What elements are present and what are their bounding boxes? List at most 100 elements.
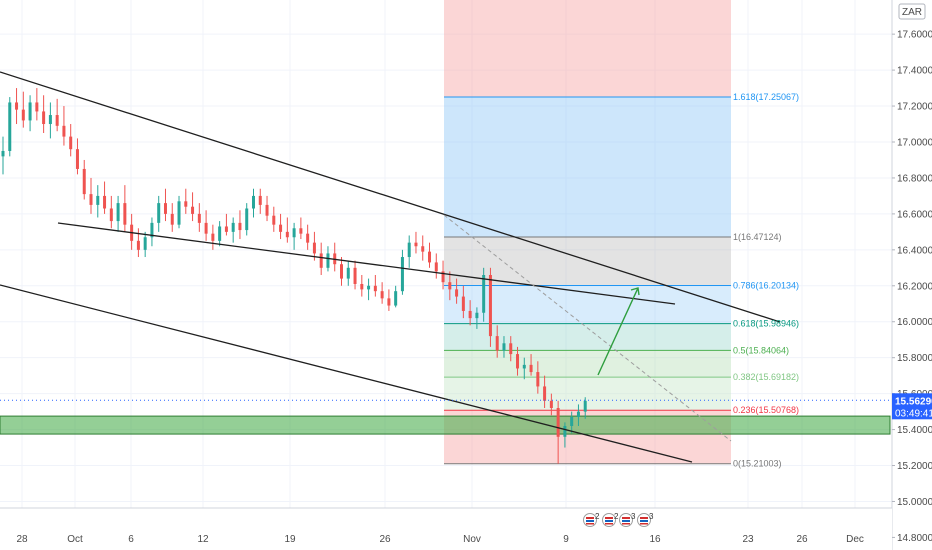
candle[interactable] (238, 210, 242, 240)
candle[interactable] (96, 185, 100, 218)
currency-badge[interactable]: ZAR (898, 3, 926, 20)
candle[interactable] (448, 271, 452, 301)
candle[interactable] (89, 177, 93, 214)
candle[interactable] (407, 235, 411, 268)
candle[interactable] (103, 181, 107, 214)
candle[interactable] (62, 106, 66, 146)
candle[interactable] (21, 91, 25, 128)
candle[interactable] (224, 213, 228, 236)
candle[interactable] (211, 224, 215, 250)
projection-arrow[interactable] (597, 287, 639, 376)
candle[interactable] (495, 325, 499, 358)
candle[interactable] (570, 411, 574, 434)
candle[interactable] (136, 228, 140, 258)
candle[interactable] (204, 210, 208, 241)
candle[interactable] (15, 88, 19, 125)
candle[interactable] (516, 346, 520, 376)
candle[interactable] (475, 307, 479, 329)
candle[interactable] (434, 253, 438, 279)
candle[interactable] (75, 138, 79, 175)
candle[interactable] (265, 195, 269, 222)
candle[interactable] (529, 354, 533, 376)
candle[interactable] (123, 185, 127, 232)
fib-level-label: 0.5(15.84064) (733, 345, 789, 355)
event-flag-icon[interactable]: 3 (637, 512, 655, 527)
candle[interactable] (360, 275, 364, 297)
candle[interactable] (306, 224, 310, 250)
candle[interactable] (292, 222, 296, 250)
candle[interactable] (583, 397, 587, 419)
trend-line[interactable] (0, 284, 693, 463)
event-flag-icon[interactable]: 3 (619, 512, 637, 527)
candle[interactable] (543, 375, 547, 409)
candle[interactable] (8, 97, 12, 157)
candle[interactable] (251, 188, 255, 218)
candle[interactable] (258, 188, 262, 214)
candle[interactable] (367, 278, 371, 301)
candle[interactable] (184, 188, 188, 214)
candle[interactable] (387, 289, 391, 311)
candle[interactable] (312, 231, 316, 261)
candle[interactable] (197, 203, 201, 232)
candle[interactable] (455, 278, 459, 304)
candle[interactable] (536, 361, 540, 394)
candle[interactable] (549, 393, 553, 416)
candle[interactable] (556, 400, 560, 464)
trend-line[interactable] (0, 71, 781, 323)
candle[interactable] (400, 249, 404, 295)
candle[interactable] (488, 267, 492, 347)
candle[interactable] (170, 203, 174, 232)
candle[interactable] (373, 275, 377, 297)
candle[interactable] (346, 260, 350, 286)
candle[interactable] (428, 242, 432, 268)
candle[interactable] (42, 95, 46, 134)
candle[interactable] (461, 285, 465, 319)
event-flag-icon[interactable]: 2 (602, 512, 620, 527)
candle[interactable] (143, 231, 147, 258)
candle[interactable] (55, 98, 59, 132)
candle[interactable] (163, 188, 167, 222)
candle[interactable] (218, 221, 222, 247)
candle[interactable] (82, 159, 86, 200)
event-flag-icon[interactable]: 2 (583, 512, 601, 527)
fib-trend-line[interactable] (443, 214, 732, 442)
candle[interactable] (285, 217, 289, 243)
candle[interactable] (468, 300, 472, 326)
price-axis[interactable] (892, 0, 932, 550)
candle[interactable] (482, 267, 486, 322)
candle[interactable] (157, 195, 161, 232)
candle[interactable] (35, 88, 39, 121)
candle[interactable] (576, 404, 580, 426)
candle[interactable] (522, 357, 526, 380)
candle[interactable] (380, 282, 384, 304)
candle[interactable] (245, 203, 249, 236)
candle[interactable] (231, 217, 235, 243)
candle[interactable] (333, 242, 337, 272)
candle[interactable] (69, 124, 73, 157)
candle[interactable] (177, 195, 181, 229)
candle[interactable] (353, 260, 357, 290)
trend-line[interactable] (57, 222, 676, 305)
candle[interactable] (340, 257, 343, 286)
candle[interactable] (150, 217, 154, 247)
candle[interactable] (421, 235, 425, 261)
candle[interactable] (441, 260, 445, 290)
candle[interactable] (502, 336, 506, 358)
candle[interactable] (394, 285, 398, 308)
candle[interactable] (48, 102, 52, 139)
candle[interactable] (116, 195, 120, 232)
time-axis[interactable] (0, 508, 892, 550)
candle[interactable] (109, 195, 113, 229)
candle[interactable] (563, 422, 567, 448)
candle[interactable] (299, 217, 303, 240)
candle[interactable] (319, 242, 323, 275)
candle[interactable] (414, 231, 418, 254)
candle[interactable] (509, 336, 513, 362)
candle[interactable] (279, 213, 283, 240)
candle[interactable] (28, 95, 32, 132)
candle[interactable] (272, 206, 276, 232)
candle[interactable] (1, 136, 5, 175)
candle[interactable] (191, 192, 195, 222)
support-zone[interactable] (0, 415, 891, 435)
